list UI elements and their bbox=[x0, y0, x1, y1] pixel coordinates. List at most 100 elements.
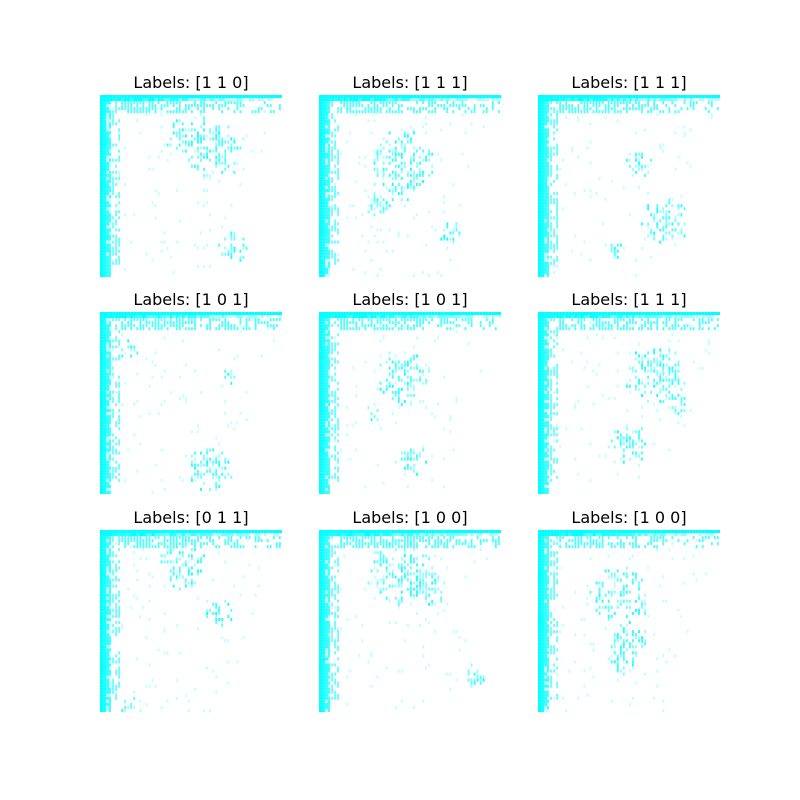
heatmap-cell bbox=[118, 399, 121, 403]
heatmap-cell bbox=[181, 542, 184, 546]
heatmap-cell bbox=[562, 312, 566, 316]
heatmap-cell bbox=[577, 318, 580, 322]
heatmap-cell bbox=[224, 327, 227, 331]
heatmap-cell bbox=[352, 267, 355, 271]
heatmap-cell bbox=[416, 378, 418, 382]
heatmap-cell bbox=[224, 140, 227, 144]
heatmap-cell bbox=[130, 110, 133, 114]
heatmap-cell bbox=[103, 189, 107, 193]
heatmap-cell bbox=[112, 439, 114, 443]
heatmap-cell bbox=[242, 533, 246, 537]
heatmap-cell bbox=[553, 98, 557, 102]
heatmap-cell bbox=[698, 318, 701, 322]
heatmap-cell bbox=[394, 321, 397, 325]
heatmap-cell bbox=[319, 418, 323, 422]
heatmap-cell bbox=[322, 189, 326, 193]
heatmap-cell bbox=[106, 249, 110, 253]
heatmap-cell bbox=[334, 240, 336, 244]
heatmap-cell bbox=[124, 107, 127, 111]
heatmap-cell bbox=[334, 466, 336, 470]
heatmap-cell bbox=[547, 324, 549, 328]
heatmap-cell bbox=[100, 333, 104, 337]
heatmap-cell bbox=[559, 107, 562, 111]
heatmap-cell bbox=[142, 542, 145, 546]
heatmap-cell bbox=[541, 228, 545, 232]
heatmap-cell bbox=[325, 149, 329, 153]
heatmap-cell bbox=[181, 554, 184, 558]
heatmap-cell bbox=[397, 231, 400, 235]
heatmap-cell bbox=[349, 204, 352, 208]
heatmap-cell bbox=[334, 348, 336, 352]
heatmap-cell bbox=[224, 475, 227, 479]
heatmap-cell bbox=[553, 430, 555, 434]
heatmap-cell bbox=[491, 321, 494, 325]
heatmap-cell bbox=[139, 327, 142, 331]
heatmap-cell bbox=[328, 409, 330, 413]
heatmap-cell bbox=[106, 439, 110, 443]
heatmap-cell bbox=[169, 101, 172, 105]
heatmap-cell bbox=[331, 113, 333, 117]
heatmap-cell bbox=[325, 327, 329, 331]
heatmap-cell bbox=[337, 466, 340, 470]
heatmap-cell bbox=[452, 321, 455, 325]
heatmap-cell bbox=[452, 327, 455, 331]
heatmap-cell bbox=[406, 95, 410, 99]
heatmap-cell bbox=[416, 176, 418, 180]
heatmap-cell bbox=[340, 101, 343, 105]
heatmap-cell bbox=[547, 445, 549, 449]
heatmap-cell bbox=[616, 436, 619, 440]
heatmap-cell bbox=[230, 539, 233, 543]
heatmap-cell bbox=[272, 533, 276, 537]
heatmap-cell bbox=[416, 95, 420, 99]
heatmap-cell bbox=[707, 312, 711, 316]
heatmap-cell bbox=[556, 439, 559, 443]
heatmap-cell bbox=[553, 231, 555, 235]
heatmap-cell bbox=[550, 448, 552, 452]
heatmap-cell bbox=[145, 321, 148, 325]
heatmap-cell bbox=[151, 575, 154, 579]
heatmap-cell bbox=[215, 466, 218, 470]
heatmap-cell bbox=[547, 481, 549, 485]
heatmap-cell bbox=[233, 140, 236, 144]
heatmap-cell bbox=[191, 318, 193, 322]
heatmap-cell bbox=[458, 107, 461, 111]
heatmap-cell bbox=[550, 158, 552, 162]
heatmap-cell bbox=[556, 110, 559, 114]
heatmap-cell bbox=[221, 466, 224, 470]
heatmap-cell bbox=[553, 469, 555, 473]
heatmap-cell bbox=[425, 363, 427, 367]
heatmap-cell bbox=[200, 125, 202, 129]
heatmap-cell bbox=[239, 545, 242, 549]
heatmap-cell bbox=[553, 345, 555, 349]
heatmap-cell bbox=[181, 149, 184, 153]
heatmap-cell bbox=[538, 403, 542, 407]
heatmap-cell bbox=[713, 95, 717, 99]
heatmap-cell bbox=[544, 131, 548, 135]
heatmap-cell bbox=[656, 369, 659, 373]
heatmap-cell bbox=[437, 95, 441, 99]
heatmap-cell bbox=[491, 107, 494, 111]
heatmap-cell bbox=[325, 381, 329, 385]
heatmap-cell bbox=[103, 387, 107, 391]
heatmap-cell bbox=[109, 195, 111, 199]
heatmap-cell bbox=[464, 131, 467, 135]
heatmap-cell bbox=[322, 336, 326, 340]
heatmap-cell bbox=[379, 101, 382, 105]
heatmap-cell bbox=[577, 110, 580, 114]
heatmap-cell bbox=[613, 246, 616, 250]
heatmap-cell bbox=[328, 192, 330, 196]
heatmap-cell bbox=[644, 173, 646, 177]
heatmap-cell bbox=[541, 384, 545, 388]
heatmap-cell bbox=[325, 357, 329, 361]
heatmap-cell bbox=[589, 140, 592, 144]
heatmap-cell bbox=[406, 318, 409, 322]
heatmap-cell bbox=[191, 134, 193, 138]
heatmap-cell bbox=[109, 415, 111, 419]
heatmap-cell bbox=[212, 448, 215, 452]
heatmap-cell bbox=[431, 101, 434, 105]
heatmap-cell bbox=[325, 116, 329, 120]
heatmap-cell bbox=[376, 170, 379, 174]
heatmap-cell bbox=[544, 140, 548, 144]
heatmap-cell bbox=[467, 318, 470, 322]
heatmap-cell bbox=[328, 333, 330, 337]
